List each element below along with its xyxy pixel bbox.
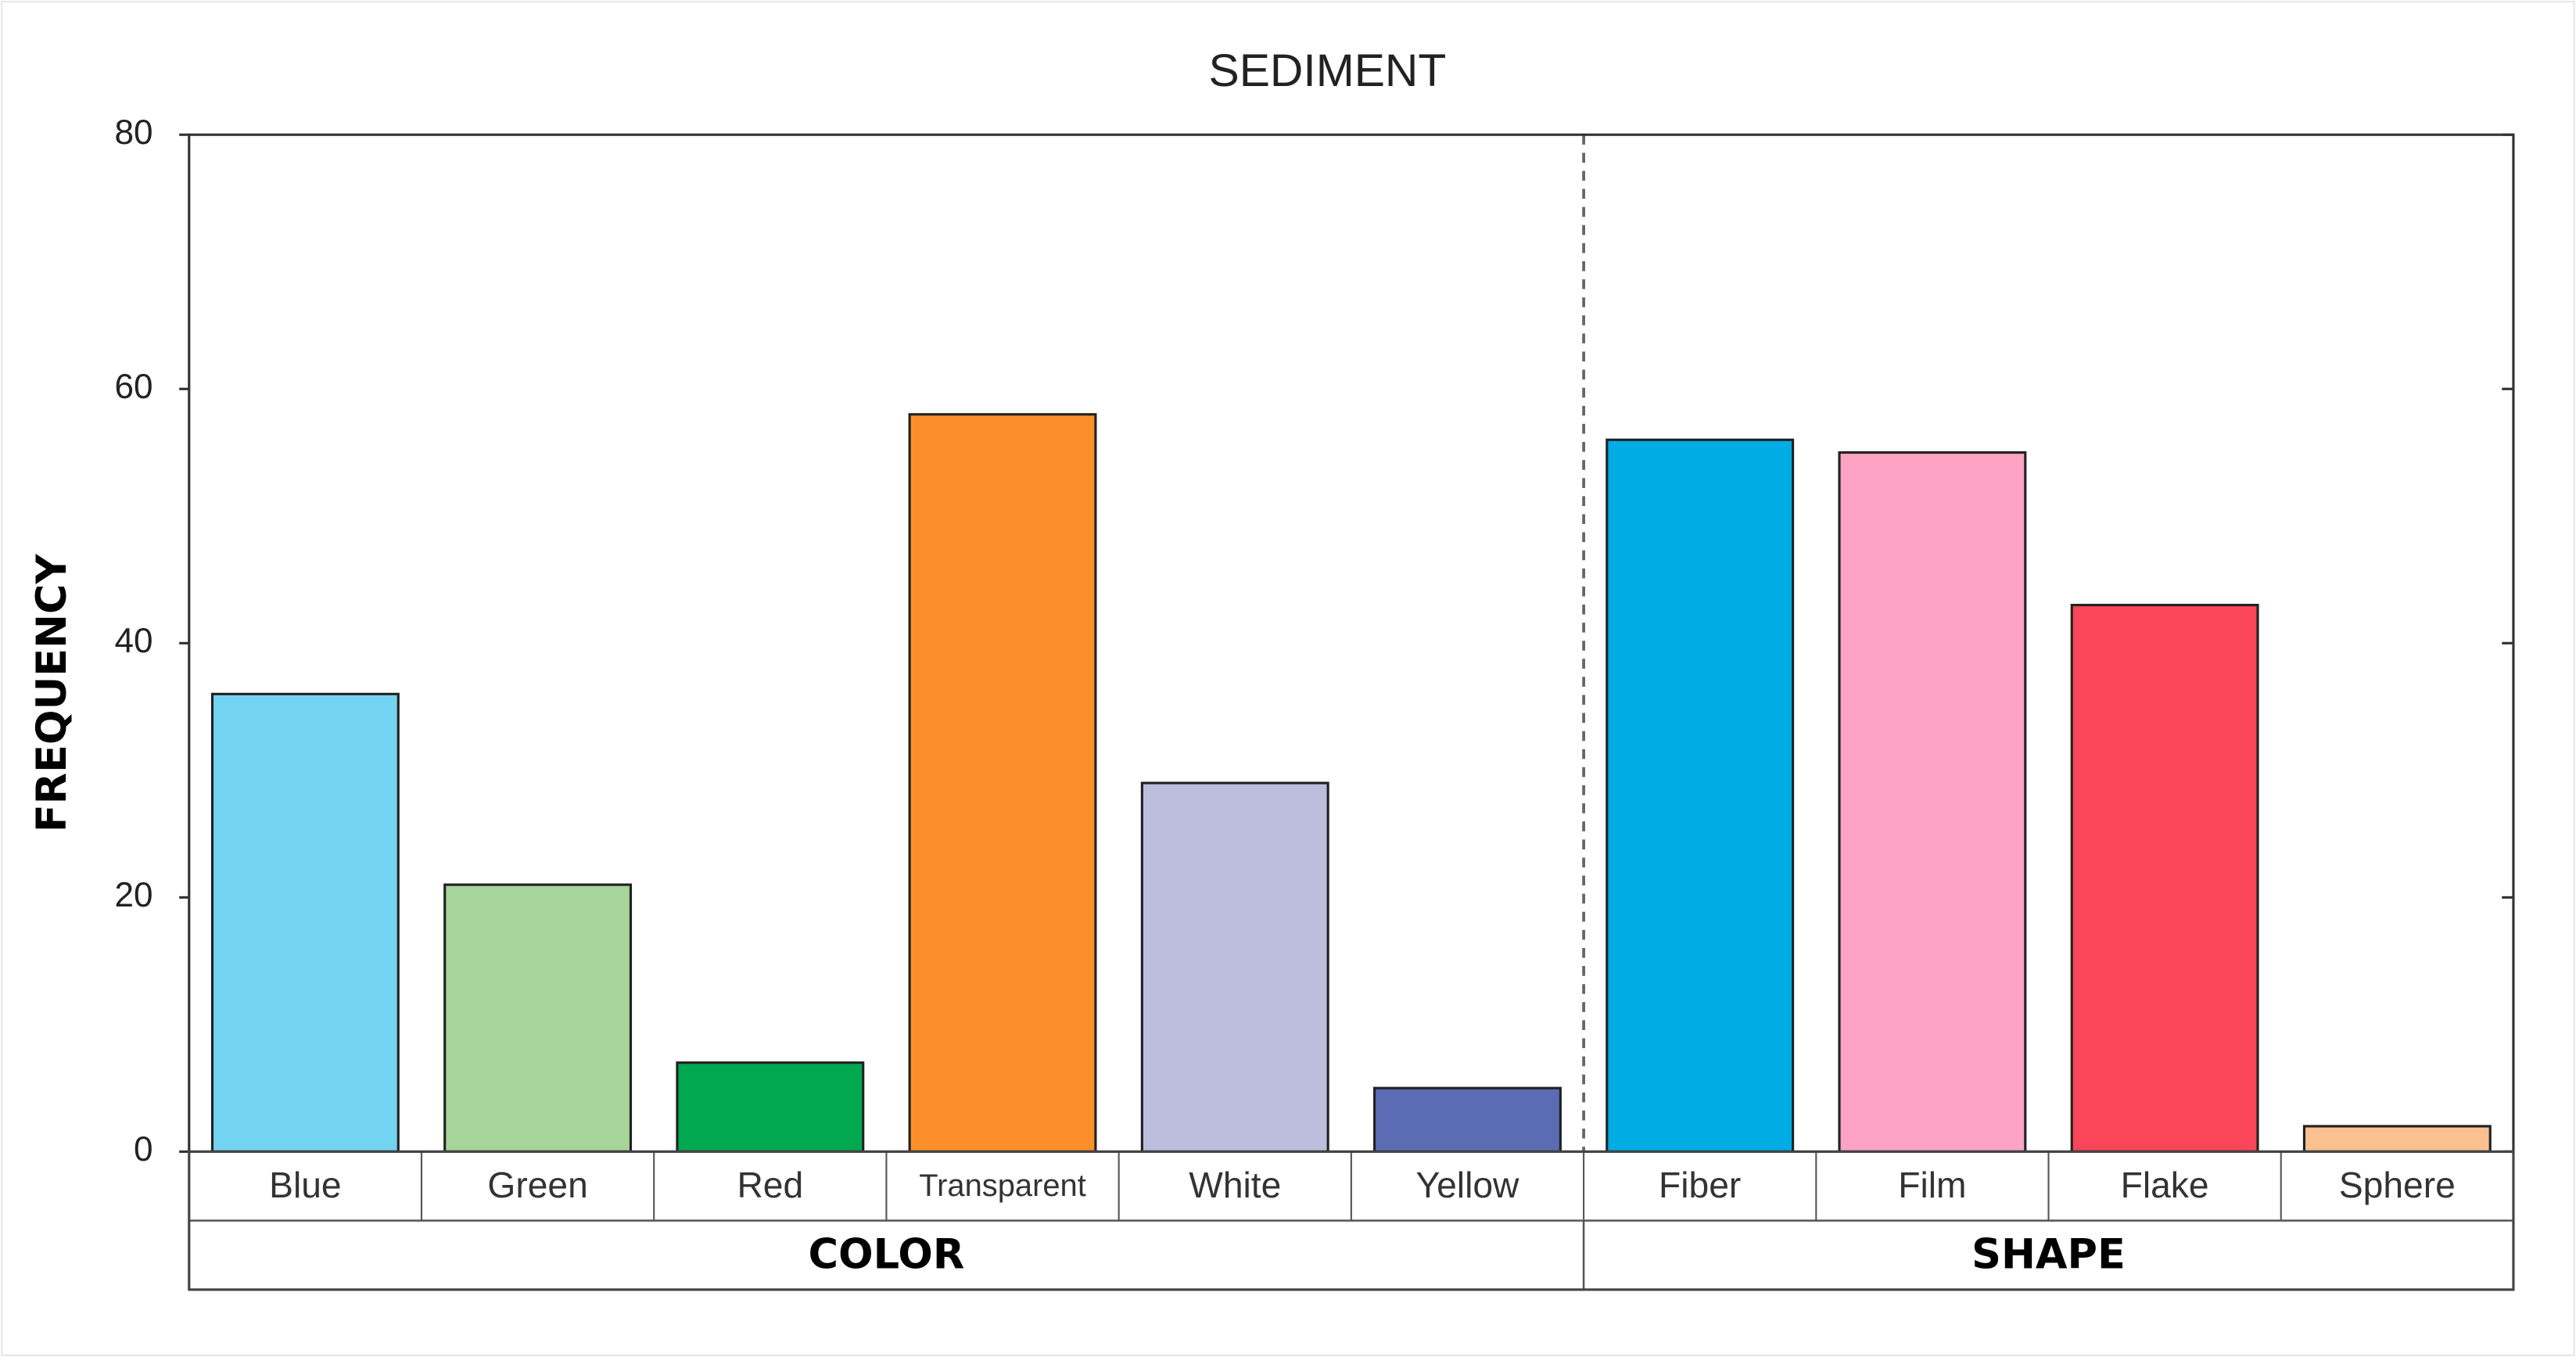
bar	[210, 692, 400, 1154]
x-tick-label: Green	[487, 1165, 587, 1205]
bar	[676, 1061, 865, 1154]
bar	[2070, 604, 2259, 1154]
bar	[1373, 1086, 1562, 1154]
x-tick-label: Sphere	[2339, 1165, 2456, 1205]
y-tick-label: 20	[114, 876, 152, 914]
bar	[908, 413, 1097, 1154]
x-tick-label: Transparent	[919, 1169, 1086, 1203]
x-tick-label: Yellow	[1416, 1165, 1519, 1205]
x-tick-label: Flake	[2121, 1165, 2209, 1205]
x-tick-label: White	[1189, 1165, 1281, 1205]
group-label: SHAPE	[1971, 1231, 2126, 1279]
x-tick-label: Blue	[269, 1165, 341, 1205]
y-tick-label: 40	[114, 622, 152, 660]
x-tick-label: Red	[737, 1165, 803, 1205]
table-frame	[188, 1150, 2515, 1291]
bar	[1140, 781, 1329, 1154]
y-tick-label: 60	[114, 368, 152, 406]
bar	[443, 883, 633, 1154]
x-tick-label: Fiber	[1659, 1165, 1741, 1205]
y-axis-label: FREQUENCY	[28, 554, 76, 833]
group-label: COLOR	[809, 1231, 965, 1279]
x-tick-label: Film	[1898, 1165, 1966, 1205]
chart-title: SEDIMENT	[1209, 45, 1447, 96]
y-tick-label: 80	[114, 113, 152, 152]
bar	[2302, 1125, 2492, 1154]
bar	[1838, 451, 2027, 1154]
y-tick-label: 0	[134, 1130, 153, 1169]
bar	[1606, 438, 1795, 1154]
